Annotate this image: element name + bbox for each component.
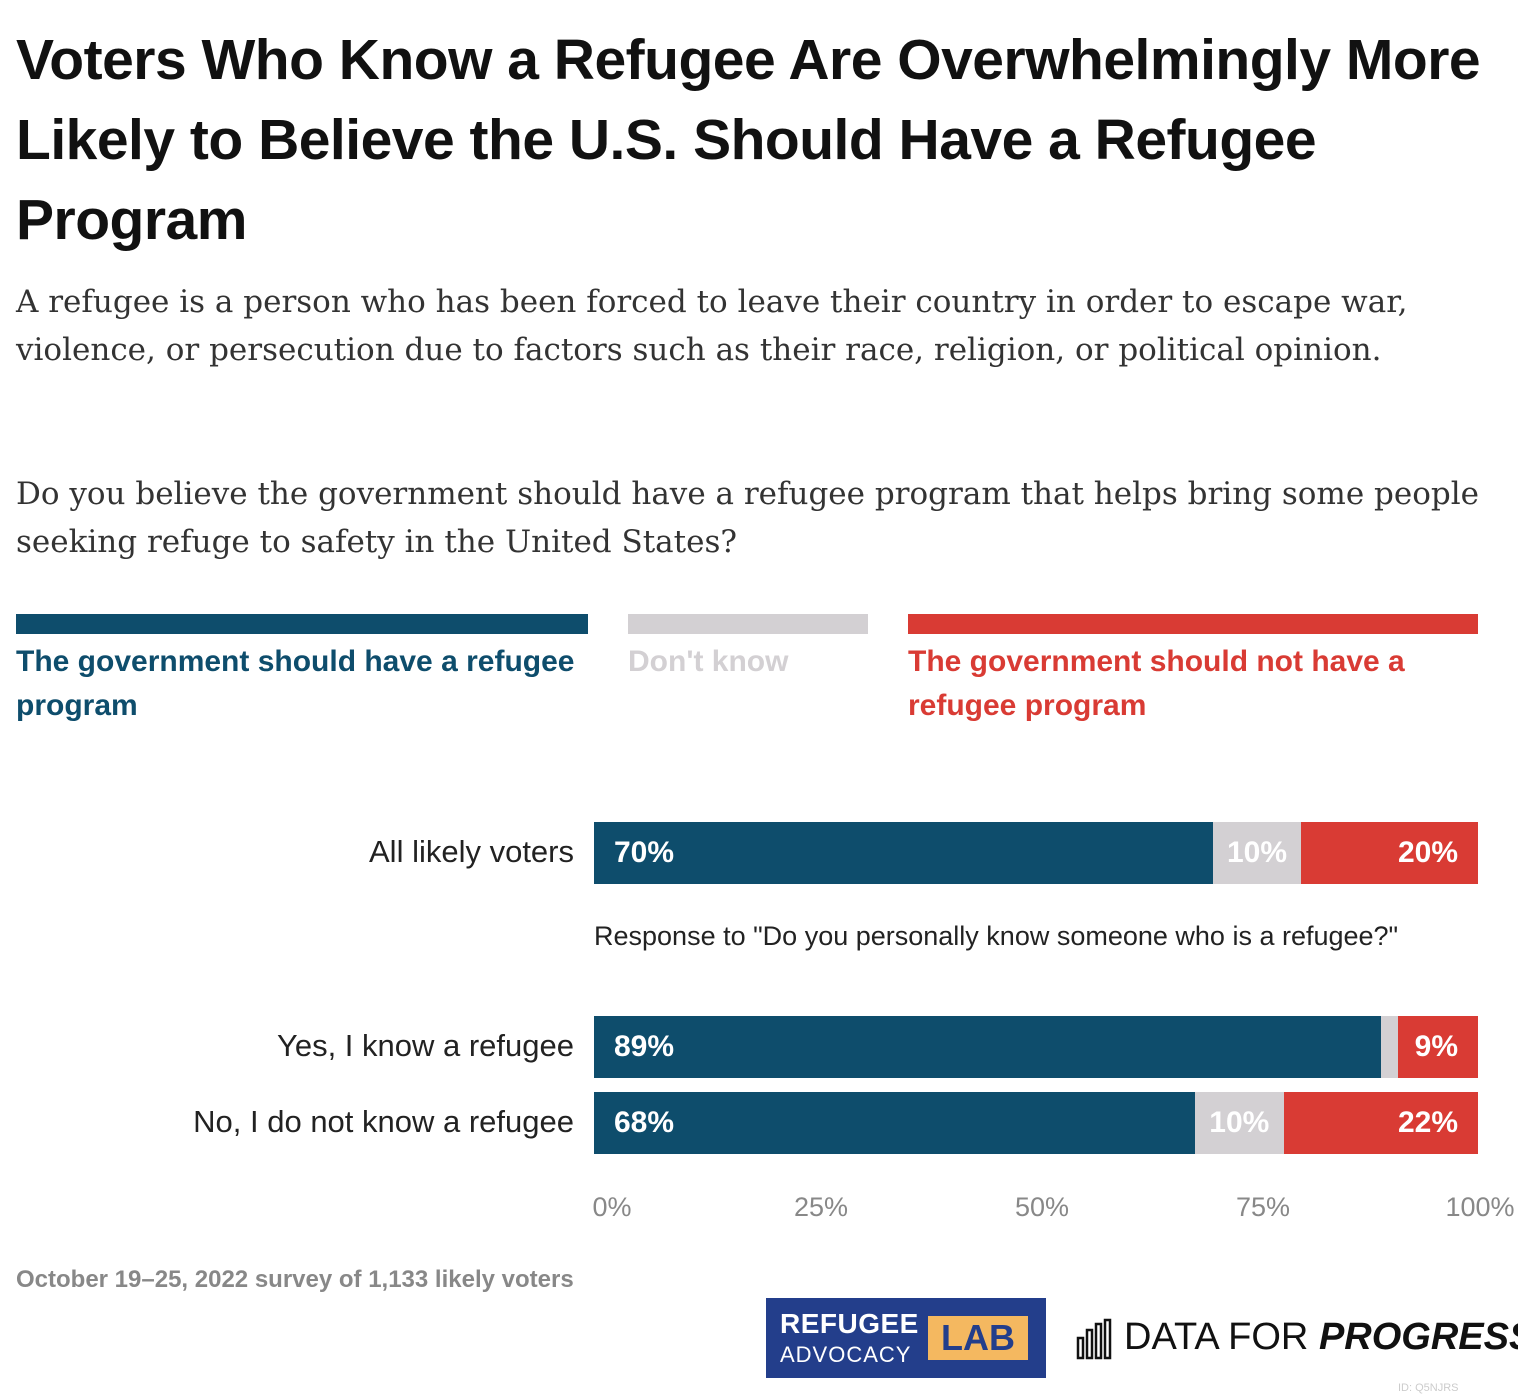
legend-label-the-government-should-have-a-refugee-program: The government should have a refugee pro…	[16, 645, 575, 722]
data-label-yes-i-know-a-refugee-the-government-should-not-have-a-refugee-program: 9%	[1414, 1030, 1458, 1063]
chart-title: Voters Who Know a Refugee Are Overwhelmi…	[16, 28, 1481, 252]
bar-yes-i-know-a-refugee-the-government-should-not-have-a-refugee-program	[1398, 1016, 1478, 1078]
x-tick-label: 25%	[793, 1192, 849, 1222]
legend-swatch-the-government-should-have-a-refugee-program	[16, 614, 588, 634]
logo-text-advocacy: ADVOCACY	[780, 1342, 912, 1367]
x-tick-label: 75%	[1235, 1192, 1291, 1222]
x-tick-label: 0%	[592, 1192, 632, 1222]
bar-yes-i-know-a-refugee-don-t-know	[1380, 1016, 1399, 1078]
data-for-progress-logo: DATA FOR PROGRESS	[1124, 1316, 1518, 1359]
bar-chart-icon	[1076, 1318, 1112, 1360]
bar-no-i-do-not-know-a-refugee-the-government-should-not-have-a-refugee-program	[1283, 1092, 1478, 1154]
bar-all-likely-voters-the-government-should-not-have-a-refugee-program	[1301, 822, 1478, 884]
legend-swatch-the-government-should-not-have-a-refugee-program	[908, 614, 1478, 634]
source-note: October 19–25, 2022 survey of 1,133 like…	[16, 1266, 574, 1293]
subgroup-note: Response to "Do you personally know some…	[594, 921, 1399, 951]
x-tick-label: 50%	[1014, 1192, 1070, 1222]
data-label-yes-i-know-a-refugee-the-government-should-have-a-refugee-program: 89%	[614, 1030, 675, 1063]
logo-text-refugee: REFUGEE	[780, 1308, 919, 1339]
row-label-no-i-do-not-know-a-refugee: No, I do not know a refugee	[193, 1104, 574, 1139]
x-tick-label: 100%	[1445, 1192, 1515, 1222]
survey-question: Do you believe the government should hav…	[16, 476, 1479, 560]
bar-no-i-do-not-know-a-refugee-the-government-should-have-a-refugee-program	[594, 1092, 1196, 1154]
data-label-all-likely-voters-the-government-should-have-a-refugee-program: 70%	[614, 836, 675, 869]
bar-yes-i-know-a-refugee-the-government-should-have-a-refugee-program	[594, 1016, 1381, 1078]
chart-id: ID: Q5NJRS	[1398, 1382, 1459, 1394]
refugee-advocacy-lab-logo: REFUGEE ADVOCACY LAB	[766, 1298, 1046, 1378]
row-label-yes-i-know-a-refugee: Yes, I know a refugee	[277, 1028, 574, 1063]
chart-subtitle: A refugee is a person who has been force…	[16, 284, 1408, 368]
dfp-prefix: DATA FOR	[1124, 1316, 1319, 1358]
bar-all-likely-voters-the-government-should-have-a-refugee-program	[594, 822, 1213, 884]
data-label-no-i-do-not-know-a-refugee-the-government-should-have-a-refugee-program: 68%	[614, 1106, 675, 1139]
logo-lab-badge: LAB	[928, 1316, 1028, 1360]
row-label-all-likely-voters: All likely voters	[369, 834, 574, 869]
legend-label-don-t-know: Don't know	[628, 645, 789, 678]
data-label-all-likely-voters-the-government-should-not-have-a-refugee-program: 20%	[1397, 836, 1458, 869]
bar-no-i-do-not-know-a-refugee-don-t-know	[1195, 1092, 1284, 1154]
legend-swatch-don-t-know	[628, 614, 868, 634]
data-label-all-likely-voters-don-t-know: 10%	[1226, 836, 1288, 869]
bar-all-likely-voters-don-t-know	[1212, 822, 1302, 884]
data-label-no-i-do-not-know-a-refugee-the-government-should-not-have-a-refugee-program: 22%	[1397, 1106, 1458, 1139]
legend-label-the-government-should-not-have-a-refugee-program: The government should not have a refugee…	[908, 645, 1405, 722]
dfp-bold: PROGRESS	[1318, 1316, 1518, 1358]
data-label-no-i-do-not-know-a-refugee-don-t-know: 10%	[1209, 1106, 1270, 1139]
